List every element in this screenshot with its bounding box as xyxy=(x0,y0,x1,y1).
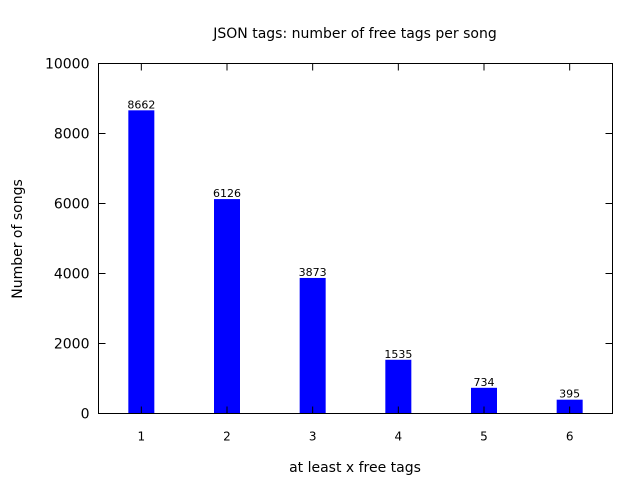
x-tick-label: 1 xyxy=(138,430,146,444)
data-label: 8662 xyxy=(127,98,155,111)
x-tick-label: 6 xyxy=(566,430,574,444)
ticks-layer xyxy=(98,63,613,414)
x-tick-label: 5 xyxy=(480,430,488,444)
x-tick-label: 2 xyxy=(223,430,231,444)
y-tick-label: 2000 xyxy=(54,337,90,353)
bar xyxy=(128,110,155,414)
data-label: 3873 xyxy=(299,266,327,279)
data-label: 1535 xyxy=(384,348,412,361)
plot-frame xyxy=(98,63,613,414)
y-axis-label: Number of songs xyxy=(10,179,26,299)
y-tick-label: 0 xyxy=(81,407,90,423)
data-label: 734 xyxy=(474,376,495,389)
y-tick-label: 6000 xyxy=(54,197,90,213)
data-label: 395 xyxy=(559,388,580,401)
y-tick-label: 8000 xyxy=(54,127,90,143)
x-axis-label: at least x free tags xyxy=(289,460,421,476)
x-tick-label: 3 xyxy=(309,430,317,444)
x-tick-label: 4 xyxy=(395,430,403,444)
bar xyxy=(214,199,240,414)
bar xyxy=(299,277,326,414)
data-label: 6126 xyxy=(213,187,241,200)
bars-layer xyxy=(128,110,583,414)
bar xyxy=(385,359,412,414)
chart-title: JSON tags: number of free tags per song xyxy=(212,26,497,42)
data-labels-layer: 0 2000 4000 6000 8000 10000 1 8662 2 6126 3 3873 4 15… xyxy=(45,57,580,444)
y-tick-label: 4000 xyxy=(54,267,90,283)
y-tick-label: 10000 xyxy=(45,57,90,73)
